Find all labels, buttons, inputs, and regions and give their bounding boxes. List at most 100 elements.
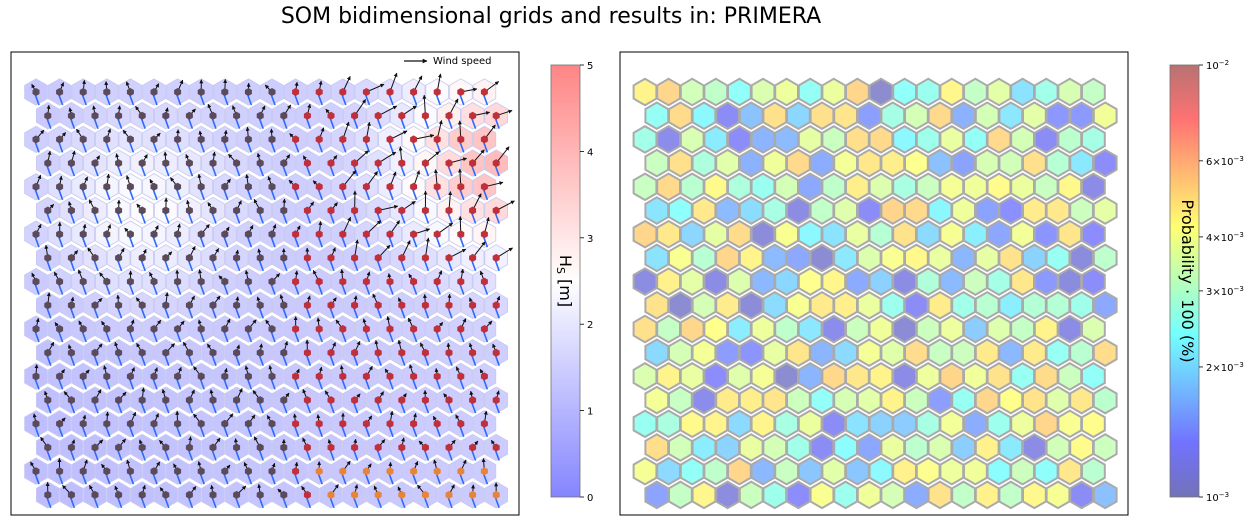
cell-marker xyxy=(197,419,205,428)
wave-direction-mark xyxy=(140,212,146,224)
probability-cell xyxy=(738,433,764,462)
probability-cell xyxy=(679,409,705,439)
cell-marker xyxy=(150,88,158,96)
probability-cell xyxy=(880,101,906,131)
wave-direction-mark xyxy=(470,117,477,129)
probability-cell xyxy=(1092,243,1118,273)
cell-marker xyxy=(351,348,359,357)
probability-cell xyxy=(856,385,882,415)
cell-marker xyxy=(339,182,347,191)
probability-cell xyxy=(727,267,752,296)
wave-direction-mark xyxy=(482,330,489,343)
wave-direction-mark xyxy=(376,496,382,509)
wave-direction-mark xyxy=(140,354,146,366)
probability-cell xyxy=(974,338,1000,368)
probability-cell xyxy=(833,338,858,368)
cell-marker xyxy=(174,230,182,239)
probability-cell xyxy=(1022,433,1047,462)
probability-cell xyxy=(1057,172,1083,202)
cell-marker xyxy=(386,372,394,381)
probability-cell xyxy=(715,196,740,225)
cell-marker xyxy=(185,206,193,215)
wave-direction-mark xyxy=(482,425,489,438)
probability-cell xyxy=(1022,101,1047,131)
wave-direction-mark xyxy=(34,330,40,343)
wave-direction-mark xyxy=(81,141,87,153)
probability-cell xyxy=(750,456,776,486)
probability-cell xyxy=(974,480,1000,510)
wave-direction-mark xyxy=(435,141,441,153)
wave-direction-mark xyxy=(341,141,347,153)
wave-direction-mark xyxy=(459,330,465,343)
wave-direction-mark xyxy=(352,117,359,129)
probability-cell xyxy=(644,433,670,462)
probability-cell xyxy=(656,77,681,107)
probability-cell xyxy=(1092,433,1118,462)
cell-marker xyxy=(398,443,406,452)
wave-direction-mark xyxy=(494,449,500,461)
cell-marker xyxy=(56,182,64,191)
cell-marker xyxy=(280,443,288,452)
probability-cell xyxy=(786,433,811,462)
wave-direction-mark xyxy=(423,164,430,177)
wave-direction-mark xyxy=(341,283,347,295)
probability-cell xyxy=(632,267,658,296)
wave-direction-mark xyxy=(258,164,264,177)
wave-direction-mark xyxy=(140,164,146,177)
wave-direction-mark xyxy=(400,307,406,319)
wave-direction-mark xyxy=(282,259,288,272)
probability-cell xyxy=(1010,456,1035,486)
probability-cell xyxy=(786,385,811,415)
probability-cell xyxy=(727,219,752,249)
probability-cell xyxy=(797,125,823,154)
wave-direction-mark xyxy=(270,378,276,390)
probability-cell xyxy=(845,267,870,296)
probability-cell xyxy=(880,290,906,320)
probability-cell xyxy=(691,101,717,131)
probability-cell xyxy=(963,314,988,344)
wave-direction-mark xyxy=(459,235,465,248)
wave-direction-mark xyxy=(199,330,205,343)
probability-cell xyxy=(998,290,1024,320)
wave-direction-mark xyxy=(34,235,40,248)
probability-cell xyxy=(904,385,929,415)
wave-direction-mark xyxy=(376,164,382,177)
probability-cell xyxy=(1057,362,1083,391)
wave-direction-mark xyxy=(164,449,170,461)
probability-cell xyxy=(679,362,705,391)
wave-direction-mark xyxy=(234,164,241,177)
wave-direction-mark xyxy=(164,496,170,509)
wave-direction-mark xyxy=(116,401,123,414)
cell-marker xyxy=(292,135,300,144)
wave-direction-mark xyxy=(211,259,217,272)
wave-direction-mark xyxy=(223,378,229,390)
cell-marker xyxy=(386,135,394,144)
probability-cell xyxy=(703,456,729,486)
probability-cell xyxy=(845,409,870,439)
wave-direction-mark xyxy=(459,283,465,295)
probability-cell xyxy=(1057,77,1083,107)
wave-direction-mark xyxy=(423,117,430,129)
probability-cell xyxy=(1069,385,1094,415)
cell-marker xyxy=(32,135,40,144)
wave-direction-mark xyxy=(223,93,229,106)
probability-cell xyxy=(644,290,670,320)
cell-marker xyxy=(351,490,359,499)
wave-direction-mark xyxy=(152,378,158,390)
cell-marker xyxy=(244,230,252,239)
cell-marker xyxy=(150,325,158,333)
cell-marker xyxy=(280,348,288,357)
probability-cell xyxy=(774,219,799,249)
cell-marker xyxy=(339,467,347,476)
wave-direction-mark xyxy=(258,496,264,509)
probability-cell xyxy=(892,362,917,391)
probability-cell xyxy=(868,362,894,391)
probability-cell xyxy=(845,77,870,107)
wave-direction-mark xyxy=(470,496,477,509)
wave-direction-mark xyxy=(329,449,335,461)
probability-cell xyxy=(845,314,870,344)
wave-direction-mark xyxy=(329,259,335,272)
wave-direction-mark xyxy=(234,212,241,224)
cell-marker xyxy=(32,325,40,333)
cell-marker xyxy=(268,277,276,286)
